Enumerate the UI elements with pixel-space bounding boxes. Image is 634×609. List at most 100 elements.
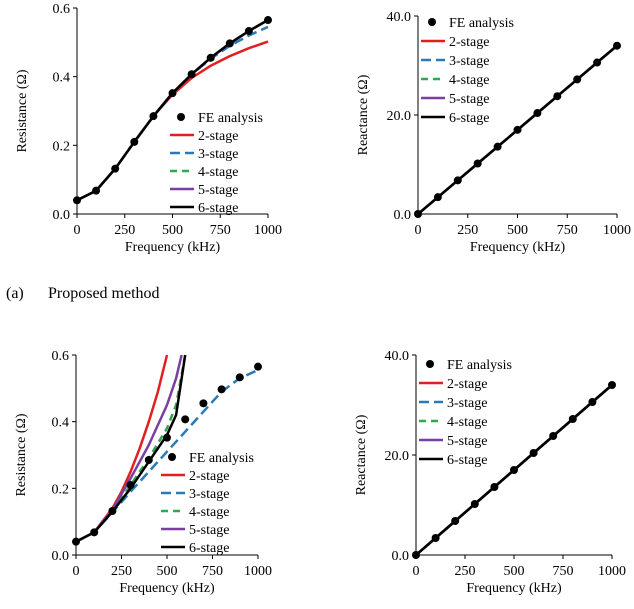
series-line-2-stage xyxy=(76,354,169,543)
y-tick-label: 40.0 xyxy=(385,349,410,364)
fe-point xyxy=(73,196,81,205)
fe-point xyxy=(588,398,597,406)
legend: FE analysis 2-stage 3-stage 4-stage 5-stage 6… xyxy=(170,111,263,216)
fe-point xyxy=(90,528,99,537)
x-tick-label: 500 xyxy=(504,564,525,579)
legend-label: FE analysis xyxy=(449,16,514,31)
legend: FE analysis 2-stage 3-stage 4-stage 5-stage 6… xyxy=(419,358,512,468)
x-tick-label: 750 xyxy=(557,223,578,238)
legend-label: FE analysis xyxy=(198,111,263,126)
fe-point xyxy=(568,415,577,423)
y-axis-label: Resistance (Ω) xyxy=(14,413,29,496)
fe-point xyxy=(244,27,253,36)
legend-label: 2-stage xyxy=(198,129,238,144)
legend-label: 6-stage xyxy=(198,201,238,216)
x-tick-label: 750 xyxy=(202,564,223,579)
chart-a-reactance: 0 250 500 750 1000 0.0 20.0 40.0 Frequency (kHz)… xyxy=(356,10,631,255)
fe-point xyxy=(553,92,562,101)
x-tick-label: 0 xyxy=(413,564,420,579)
legend-label: 6-stage xyxy=(449,111,489,126)
fe-point xyxy=(573,75,582,84)
fe-point xyxy=(126,481,135,489)
fe-point xyxy=(533,109,542,118)
x-tick-label: 750 xyxy=(210,223,231,238)
y-axis-label: Resistance (Ω) xyxy=(15,69,30,152)
x-tick-label: 250 xyxy=(111,564,132,579)
series-line-6-stage xyxy=(76,354,187,543)
fe-point xyxy=(149,112,158,121)
legend-label: 5-stage xyxy=(449,92,489,107)
fe-point xyxy=(493,142,502,151)
legend-marker-fe xyxy=(177,113,185,121)
fe-point xyxy=(264,16,272,25)
fe-point xyxy=(181,415,190,424)
fe-point xyxy=(593,58,602,67)
legend-label: 5-stage xyxy=(198,183,238,198)
legend-label: 5-stage xyxy=(189,523,229,538)
y-tick-label: 20.0 xyxy=(387,109,412,124)
fe-point xyxy=(225,39,234,48)
series-line-4-stage xyxy=(76,354,187,543)
fe-point xyxy=(92,186,101,195)
x-tick-label: 0 xyxy=(73,564,80,579)
fe-point xyxy=(414,210,422,218)
caption-a-label: (a) xyxy=(6,285,24,302)
y-tick-label: 0.2 xyxy=(53,139,71,154)
x-tick-label: 0 xyxy=(74,223,81,238)
fe-point xyxy=(217,385,226,394)
legend-label: 4-stage xyxy=(447,415,487,430)
fe-point xyxy=(613,41,621,50)
y-tick-label: 0.4 xyxy=(52,416,70,431)
legend: FE analysis 2-stage 3-stage 4-stage 5-stage 6… xyxy=(421,16,514,126)
chart-b-reactance: 0 250 500 750 1000 0.0 20.0 40.0 Frequency (kHz)… xyxy=(354,349,626,596)
legend-label: FE analysis xyxy=(189,451,254,466)
legend-label: 6-stage xyxy=(447,453,487,468)
y-tick-label: 0.4 xyxy=(53,71,71,86)
fe-point xyxy=(254,362,262,371)
x-tick-label: 1000 xyxy=(244,564,272,579)
fe-point xyxy=(433,193,442,202)
legend-label: 2-stage xyxy=(189,469,229,484)
x-tick-label: 500 xyxy=(162,223,183,238)
x-tick-label: 0 xyxy=(415,223,422,238)
plot-area xyxy=(76,354,259,543)
fe-point xyxy=(72,537,80,546)
x-tick-label: 500 xyxy=(507,223,528,238)
legend-label: 3-stage xyxy=(449,54,489,69)
chart-a-resistance: 0 250 500 750 1000 0.0 0.2 0.4 0.6 Frequency (kHz… xyxy=(15,2,282,255)
x-tick-label: 1000 xyxy=(598,564,626,579)
x-tick-label: 250 xyxy=(114,223,135,238)
legend-label: 3-stage xyxy=(198,147,238,162)
y-tick-label: 0.0 xyxy=(52,549,70,564)
fe-point xyxy=(490,483,499,491)
fe-point xyxy=(451,517,460,525)
x-axis-label: Frequency (kHz) xyxy=(125,240,221,255)
fe-point xyxy=(199,399,208,408)
fe-point xyxy=(111,164,120,173)
legend-label: 4-stage xyxy=(449,73,489,88)
fe-point xyxy=(513,125,522,134)
legend-label: 6-stage xyxy=(189,541,229,556)
y-tick-label: 0.6 xyxy=(53,2,71,17)
fe-point xyxy=(470,500,479,508)
fe-point xyxy=(235,373,244,382)
legend-label: 5-stage xyxy=(447,434,487,449)
x-tick-label: 1000 xyxy=(254,223,282,238)
fe-point xyxy=(510,466,518,474)
fe-point xyxy=(453,176,462,185)
caption-a-text: Proposed method xyxy=(48,285,160,302)
x-tick-label: 250 xyxy=(457,223,478,238)
x-tick-label: 250 xyxy=(455,564,476,579)
caption-a: (a) Proposed method xyxy=(6,285,160,303)
x-axis-label: Frequency (kHz) xyxy=(466,581,562,596)
y-tick-label: 0.0 xyxy=(53,208,71,223)
y-tick-label: 0.0 xyxy=(392,549,410,564)
fe-point xyxy=(108,507,117,515)
legend-label: FE analysis xyxy=(447,358,512,373)
y-tick-label: 20.0 xyxy=(385,449,410,464)
fe-point xyxy=(412,551,420,559)
legend-label: 2-stage xyxy=(449,35,489,50)
fe-point xyxy=(130,137,139,146)
legend-label: 3-stage xyxy=(447,396,487,411)
